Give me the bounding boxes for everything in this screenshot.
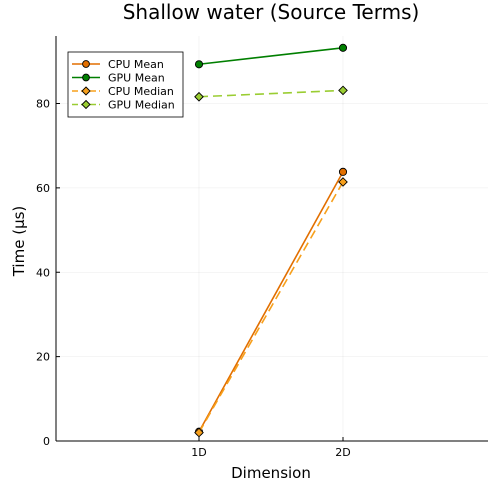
data-point (338, 43, 348, 52)
data-point (194, 427, 204, 438)
series-gpu-median (194, 85, 348, 102)
y-tick-label: 20 (36, 351, 50, 364)
legend-item: CPU Median (72, 85, 174, 98)
series-line (198, 89, 344, 98)
legend-item: CPU Mean (72, 58, 164, 71)
legend-label: GPU Median (108, 99, 175, 112)
y-tick-label: 80 (36, 98, 50, 111)
legend-marker (81, 86, 91, 96)
legend-label: GPU Mean (108, 72, 165, 85)
series-line (198, 171, 344, 433)
data-point (194, 91, 204, 102)
legend-item: GPU Median (72, 99, 175, 112)
chart-title: Shallow water (Source Terms) (123, 0, 420, 24)
legend-item: GPU Mean (72, 72, 165, 85)
series (194, 43, 348, 438)
y-tick-label: 0 (43, 435, 50, 448)
y-tick-label: 60 (36, 182, 50, 195)
x-tick-label: 2D (335, 446, 350, 459)
legend-marker (82, 73, 90, 82)
data-point (338, 85, 348, 96)
series-gpu-mean (194, 43, 348, 69)
data-point (338, 177, 348, 187)
legend-label: CPU Mean (108, 58, 164, 71)
ticks: 0 20 40 60 80 1D 2D (36, 98, 351, 460)
data-point (338, 167, 348, 176)
y-tick-label: 40 (36, 266, 50, 279)
series-cpu-median (194, 177, 348, 438)
x-tick-label: 1D (191, 446, 206, 459)
y-axis-label: Time (μs) (10, 206, 28, 278)
series-line (198, 47, 344, 66)
data-point (194, 60, 204, 69)
legend-marker (81, 99, 91, 110)
series-line (198, 181, 344, 433)
x-axis-label: Dimension (231, 464, 311, 482)
legend-marker (82, 60, 90, 68)
legend-label: CPU Median (108, 85, 174, 98)
